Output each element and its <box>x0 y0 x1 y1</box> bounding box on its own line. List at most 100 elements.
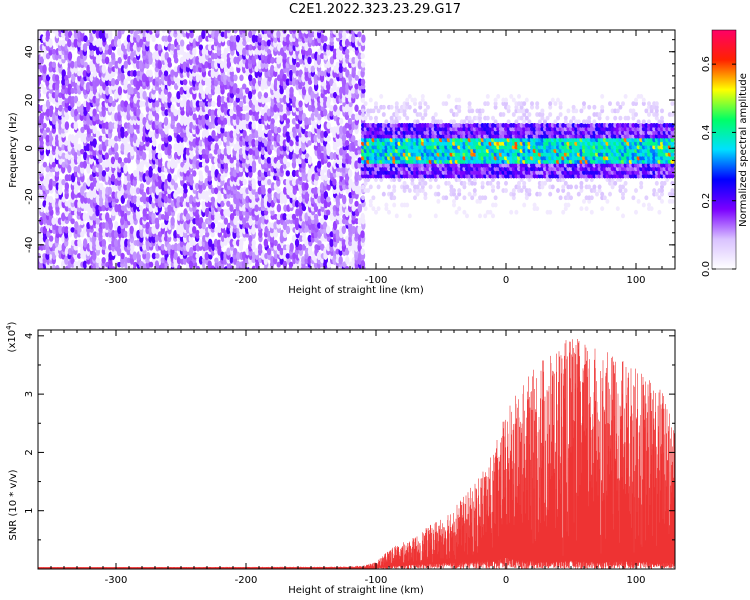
spectrogram-cell <box>67 199 72 209</box>
spectrogram-cell <box>242 178 247 186</box>
spectrogram-cell <box>394 213 399 219</box>
spectrogram-cell <box>104 44 110 51</box>
spectrogram-cell <box>76 253 82 259</box>
spectrogram-cell <box>142 90 147 100</box>
spectrogram-cell <box>85 143 91 152</box>
spectrogram-cell <box>405 202 410 208</box>
spectrogram-cell <box>104 152 109 160</box>
spectrogram-cell <box>129 34 135 44</box>
spectrogram-cell <box>70 60 75 69</box>
spectrogram-cell <box>491 115 495 121</box>
spectrogram-cell <box>164 35 169 42</box>
spectrogram-cell <box>155 30 160 35</box>
spectrogram-cell <box>491 184 495 190</box>
spectrogram-cell <box>176 78 181 87</box>
spectrogram-cell <box>354 104 359 112</box>
spectrogram-cell <box>307 155 313 166</box>
spectrogram-cell <box>123 164 128 174</box>
spectrogram-cell <box>110 77 116 87</box>
spectrogram-cell <box>485 93 490 99</box>
spectrogram-cell <box>133 229 138 239</box>
spectrogram-cell <box>493 195 498 201</box>
spectrogram-cell <box>117 56 122 64</box>
spectrogram-cell <box>389 191 394 197</box>
spectrogram-cell <box>161 30 166 34</box>
spectrogram-cell <box>82 70 88 77</box>
spectrogram-cell <box>91 30 97 34</box>
spectrogram-cell <box>413 108 417 114</box>
spectrogram-cell <box>138 60 144 70</box>
spectrogram-cell <box>139 183 145 190</box>
spectrogram-cell <box>51 199 57 209</box>
spectrogram-cell <box>192 113 197 121</box>
spectrogram-cell <box>163 195 169 204</box>
spectrogram-cell <box>307 56 312 65</box>
spectrogram-cell <box>89 90 94 100</box>
spectrogram-cell <box>180 187 185 195</box>
spectrogram-cell <box>267 178 272 186</box>
spectrogram-cell <box>161 143 166 151</box>
spectrogram-cell <box>158 121 163 130</box>
spectrogram-cell <box>116 247 122 257</box>
spectrogram-cell <box>493 119 498 125</box>
spectrogram-cell <box>345 255 350 265</box>
spectrogram-cell <box>73 181 79 191</box>
spectrogram-cell <box>126 173 132 182</box>
spectrogram-cell <box>160 257 166 264</box>
spectrogram-cell <box>82 260 88 269</box>
spectrogram-cell <box>407 188 412 193</box>
spectrogram-cell <box>211 100 216 108</box>
spectrogram-cell <box>185 52 191 61</box>
spectrogram-cell <box>285 118 291 125</box>
spectrogram-cell <box>133 95 138 104</box>
spectrogram-cell <box>142 173 147 183</box>
spectrogram-cell <box>245 105 250 112</box>
spectrogram-cell <box>166 57 172 64</box>
spectrogram-cell <box>176 91 181 100</box>
spectrogram-cell <box>38 225 41 235</box>
spectrogram-cell <box>182 79 188 86</box>
spectrogram-cell <box>85 81 91 92</box>
spectrogram-cell <box>248 74 253 82</box>
spectrogram-cell <box>92 212 97 221</box>
spectrogram-cell <box>154 234 160 243</box>
spectrogram-cell <box>462 180 467 186</box>
spectrogram-cell <box>64 226 69 234</box>
spectrogram-cell <box>104 48 109 55</box>
spectrogram-cell <box>326 135 331 142</box>
spectrogram-cell <box>51 217 56 226</box>
spectrogram-cell <box>101 64 107 74</box>
spectrogram-cell <box>95 204 100 212</box>
spectrogram-cell <box>132 69 137 77</box>
spectrogram-cell <box>127 83 132 90</box>
spectrogram-cell <box>123 230 128 238</box>
spectrogram-cell <box>160 173 166 182</box>
spectrogram-cell <box>67 174 72 182</box>
spectrogram-cell <box>45 173 50 183</box>
spectrogram-cell <box>405 97 410 103</box>
spectrogram-cell <box>101 213 106 221</box>
spectrogram-cell <box>179 39 185 47</box>
spectrogram-cell <box>229 66 234 73</box>
spectrogram-cell <box>39 164 45 174</box>
spectrogram-cell <box>285 87 290 95</box>
spectrogram-cell <box>57 243 63 251</box>
spectrogram-cell <box>428 184 433 190</box>
spectrogram-cell <box>151 252 157 260</box>
spectrogram-cell <box>160 73 166 82</box>
spectrogram-cell <box>142 116 147 126</box>
spectrogram-cell <box>95 230 101 238</box>
spectrogram-cell <box>61 161 66 168</box>
spectrogram-cell <box>120 238 125 248</box>
spectrogram-cell <box>114 220 119 231</box>
spectrogram-cell <box>167 34 172 43</box>
spectrogram-cell <box>98 38 103 48</box>
spectrogram-cell <box>384 119 389 125</box>
spectrogram-cell <box>251 178 256 186</box>
spectrogram-cell <box>176 186 181 195</box>
spectrogram-cell <box>104 30 110 34</box>
spectrogram-cell <box>48 83 54 90</box>
spectrogram-cell <box>185 242 191 253</box>
spectrogram-cell <box>323 165 328 173</box>
spectrogram-cell <box>185 116 191 126</box>
